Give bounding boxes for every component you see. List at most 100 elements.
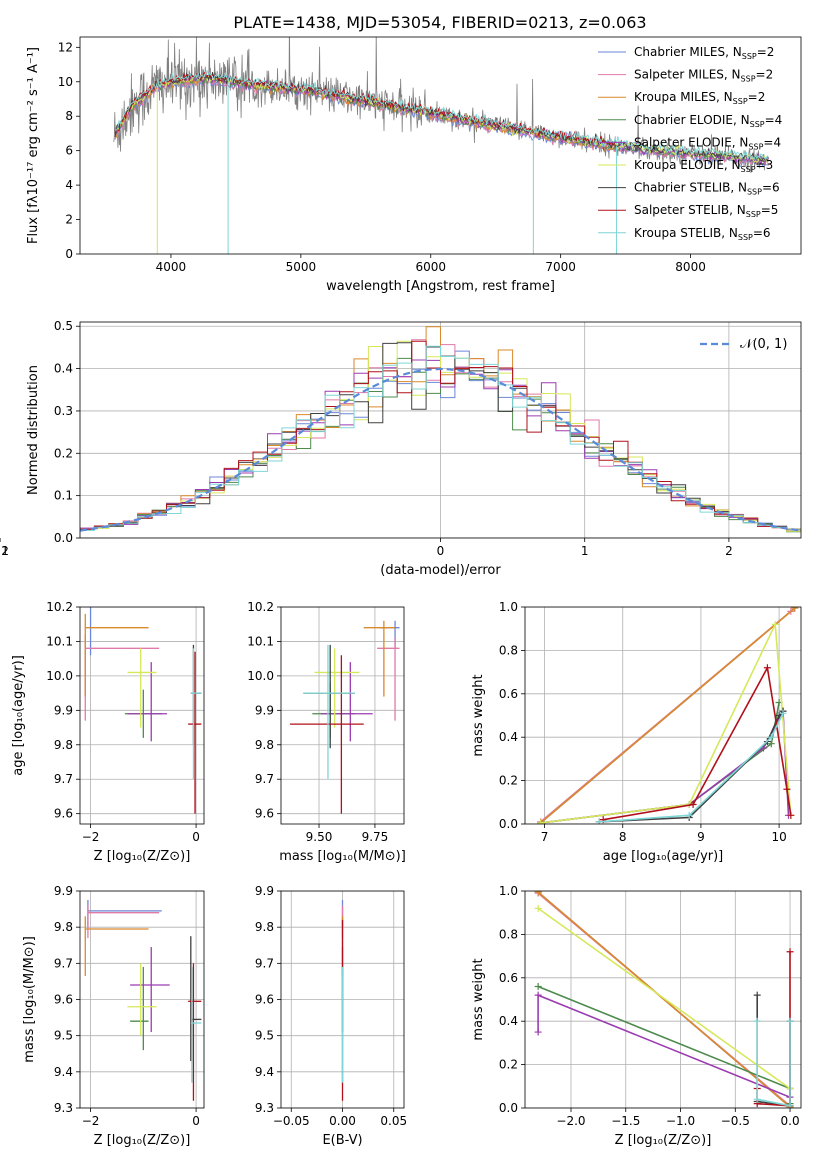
y-axis-label: mass [log₁₀(M/M⊙)] [22,936,37,1063]
x-tick-label: 7000 [545,260,576,274]
x-tick-label: −0.05 [273,1114,310,1128]
y-tick-label: 9.3 [255,1101,274,1115]
x-tick-label: 2 [725,544,733,558]
x-tick-label: −1 [0,544,9,558]
legend-label: Kroupa MILES, NSSP=2 [634,90,765,106]
y-tick-label: 9.8 [255,920,274,934]
model-line [114,71,769,162]
panel-residuals: −2−1 0 1 2 0.0 0.1 0.2 0.3 0.4 0.5 (data-model)/er… [0,319,802,578]
panel-weight-vs-Z: −2.0 −1.5 −1.0 −0.5 0.0 0.0 0.2 0.4 0.6 0.8 1.0 Z [… [471,884,802,1148]
model-line [114,70,769,161]
y-tick-label: 0.6 [499,971,518,985]
weight-line [537,907,791,1090]
x-tick-label: −2 [0,544,9,558]
y-tick-label: 9.6 [54,993,73,1007]
weight-line [599,712,784,823]
legend: Chabrier MILES, NSSP=2 Salpeter MILES, NS… [598,45,782,242]
figure-title: PLATE=1438, MJD=53054, FIBERID=0213, z=0… [233,13,646,32]
x-tick-label: 7 [541,830,549,844]
x-tick-label: −2 [82,1114,100,1128]
panel-mass-vs-ebv: −0.05 0.00 0.05 9.3 9.4 9.5 9.6 9.7 9.8 9.9 E(B-V) [255,884,407,1148]
y-tick-label: 0.6 [499,687,518,701]
weight-marker [595,818,603,824]
x-tick-label: 0.05 [380,1114,407,1128]
weight-marker [779,709,787,717]
y-axis-label: mass weight [471,674,486,756]
y-tick-label: 9.7 [255,956,274,970]
y-tick-label: 0.0 [499,817,518,831]
residual-histogram [80,340,801,531]
x-axis-label: mass [log₁₀(M/M⊙)] [279,849,406,864]
y-tick-label: 0.0 [499,1101,518,1115]
y-tick-label: 0 [65,247,73,261]
weight-marker [767,740,775,748]
y-tick-label: 9.9 [54,884,73,898]
weight-marker [786,1017,794,1025]
y-tick-label: 0.4 [54,362,73,376]
plot-area-age-vs-Z [80,607,204,824]
x-tick-label: 6000 [415,260,446,274]
residual-histogram [80,345,801,531]
y-tick-label: 0.5 [54,319,73,333]
x-tick-label: 0 [192,830,200,844]
weight-marker [534,991,542,999]
x-tick-label: 8 [619,830,627,844]
y-tick-label: 9.9 [255,884,274,898]
legend-label: Kroupa ELODIE, NSSP=3 [634,158,773,174]
x-tick-label: 0.00 [329,1114,356,1128]
y-tick-label: 9.6 [255,993,274,1007]
y-tick-label: 9.9 [54,703,73,717]
y-tick-label: 9.7 [54,956,73,970]
axes-frame [79,606,205,825]
y-tick-label: 9.9 [255,703,274,717]
plot-area-mass-vs-ebv [281,891,404,1108]
weight-marker [753,991,761,999]
legend: 𝒩(0, 1) [700,337,787,352]
plot-area-spectrum [113,37,769,254]
weight-marker [787,811,795,819]
panel-age-vs-mass: 9.50 9.75 9.6 9.7 9.8 9.9 10.0 10.1 10.2 mass [lo… [247,600,405,864]
weight-marker [763,664,771,672]
x-tick-label: 0.0 [781,1114,800,1128]
x-axis-label: Z [log₁₀(Z/Z⊙)] [94,849,191,864]
weight-line [537,891,791,1108]
x-tick-label: 1 [581,544,589,558]
panel-age-vs-Z: −2 0 9.6 9.7 9.8 9.9 10.0 10.1 10.2 Z [log₁₀(Z/Z⊙… [11,600,205,864]
weight-line [537,985,791,1104]
x-tick-label: −2 [82,830,100,844]
y-axis-label: Normed distribution [26,365,41,495]
y-tick-label: 10.0 [46,669,73,683]
y-tick-label: 9.8 [54,920,73,934]
y-tick-label: 8 [65,109,73,123]
axes-frame [280,606,405,825]
axes-frame [79,890,205,1109]
x-axis-label: (data-model)/error [380,563,501,578]
x-tick-label: −2.0 [556,1114,585,1128]
y-tick-label: 0.3 [54,404,73,418]
legend-label: Salpeter STELIB, NSSP=5 [634,203,778,219]
y-tick-label: 9.6 [255,807,274,821]
y-tick-label: 9.5 [54,1029,73,1043]
y-tick-label: 10.2 [46,600,73,614]
x-tick-label: 9 [697,830,705,844]
y-tick-label: 9.7 [255,772,274,786]
x-tick-label: 9.50 [306,830,333,844]
y-tick-label: 0.8 [499,927,518,941]
y-tick-label: 10 [58,75,73,89]
x-tick-label: −1.0 [666,1114,695,1128]
y-tick-label: 0.2 [499,774,518,788]
y-tick-label: 10.0 [247,669,274,683]
y-tick-label: 9.3 [54,1101,73,1115]
y-tick-label: 12 [58,40,73,54]
y-tick-label: 0.8 [499,643,518,657]
axes-frame [524,890,802,1109]
y-tick-label: 0.4 [499,730,518,744]
legend-label: Kroupa STELIB, NSSP=6 [634,226,771,242]
y-axis-label: Flux [fλ10⁻¹⁷ erg cm⁻² s⁻¹ A⁻¹] [26,47,41,244]
weight-marker [534,891,542,896]
weight-marker [534,904,542,912]
model-line [114,74,769,165]
plot-area-weight-vs-Z [525,891,801,1108]
y-axis-label: age [log₁₀(age/yr)] [11,655,26,776]
axes-frame [524,606,802,825]
